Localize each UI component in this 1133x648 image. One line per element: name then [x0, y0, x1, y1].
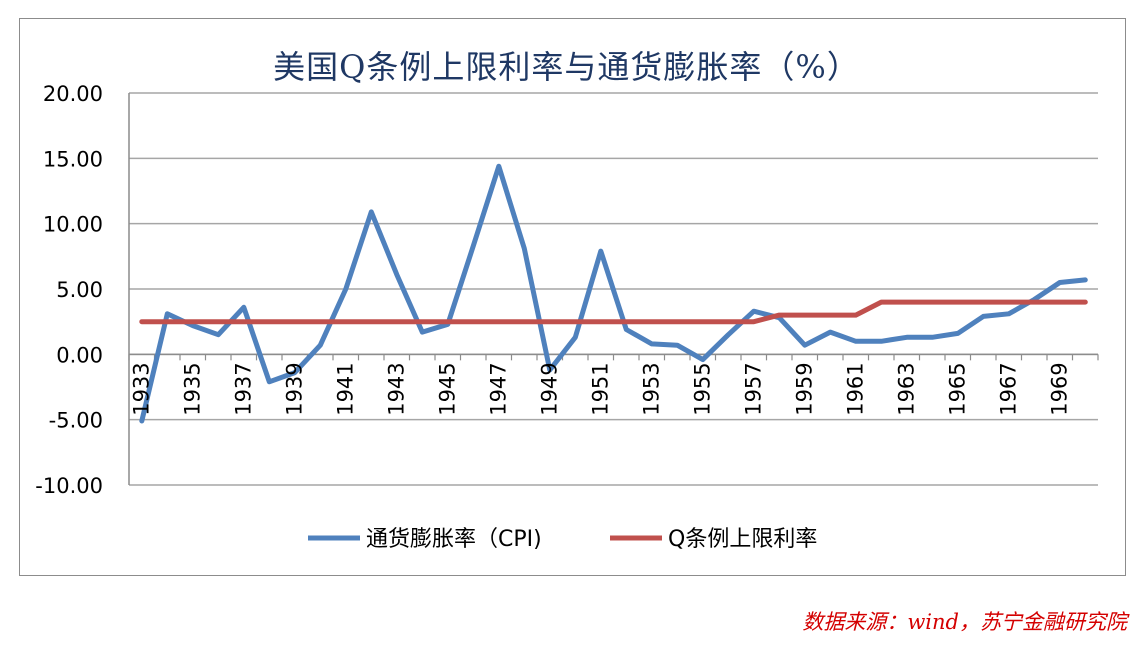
series-line [139, 163, 1088, 424]
y-tick-label: 5.00 [56, 278, 103, 302]
chart-title: 美国Q条例上限利率与通货膨胀率（%） [273, 48, 860, 86]
y-tick-label: -10.00 [35, 474, 103, 498]
x-tick-label: 1945 [436, 362, 460, 415]
x-tick-label: 1965 [946, 362, 970, 415]
source-note: 数据来源：wind，苏宁金融研究院 [802, 610, 1127, 634]
x-tick-label: 1937 [232, 362, 256, 415]
x-tick-label: 1951 [589, 362, 613, 415]
x-tick-label: 1959 [793, 362, 817, 415]
x-tick-label: 1939 [283, 362, 307, 415]
x-tick-label: 1941 [334, 362, 358, 415]
x-tick-label: 1963 [895, 362, 919, 415]
y-tick-label: -5.00 [49, 409, 103, 433]
legend-label: Q条例上限利率 [668, 527, 817, 552]
x-tick-label: 1961 [844, 362, 868, 415]
x-tick-label: 1943 [385, 362, 409, 415]
x-tick-label: 1957 [742, 362, 766, 415]
x-tick-label: 1967 [997, 362, 1021, 415]
x-tick-label: 1953 [640, 362, 664, 415]
y-tick-label: 0.00 [56, 343, 103, 367]
chart-frame [19, 18, 1126, 576]
x-tick-label: 1947 [487, 362, 511, 415]
x-tick-label: 1933 [130, 362, 154, 415]
x-tick-label: 1935 [181, 362, 205, 415]
y-tick-label: 15.00 [43, 147, 103, 171]
series-line [139, 299, 1088, 325]
x-tick-label: 1955 [691, 362, 715, 415]
y-tick-label: 20.00 [43, 82, 103, 106]
x-tick-label: 1949 [538, 362, 562, 415]
x-tick-label: 1969 [1048, 362, 1072, 415]
legend-label: 通货膨胀率（CPI) [366, 527, 542, 552]
y-tick-label: 10.00 [43, 213, 103, 237]
